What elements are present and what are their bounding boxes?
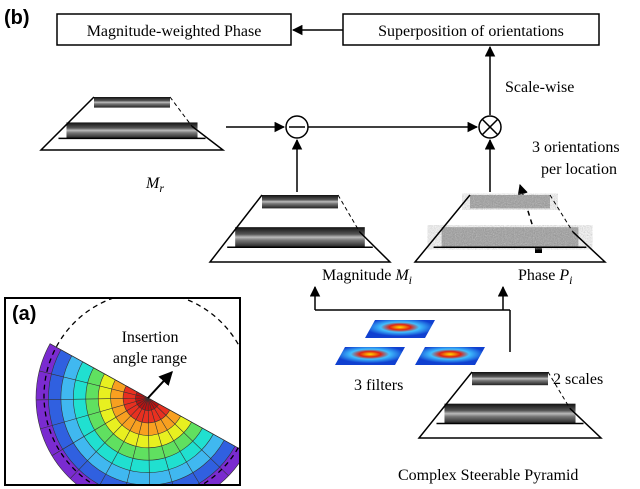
annotation: angle range xyxy=(113,350,187,367)
phase-label: Phase Pi xyxy=(518,267,572,287)
image-band xyxy=(472,372,548,385)
image-band xyxy=(94,97,170,108)
filter-image xyxy=(415,347,485,365)
filter-image xyxy=(365,320,435,338)
annotation: 3 filters xyxy=(354,377,403,394)
panel-label: (a) xyxy=(12,303,36,325)
frame-dash xyxy=(550,195,573,232)
image-band xyxy=(235,227,365,247)
box-text: Magnitude-weighted Phase xyxy=(87,23,262,40)
image-band xyxy=(262,195,338,208)
residual-label: Mr xyxy=(145,175,164,195)
annotation: per location xyxy=(541,161,617,178)
annotation: 3 orientations xyxy=(532,139,620,156)
caption: Complex Steerable Pyramid xyxy=(398,467,578,484)
location-marker xyxy=(535,248,542,253)
annotation: 2 scales xyxy=(553,371,603,388)
panel-label: (b) xyxy=(4,7,30,29)
panel-a xyxy=(5,292,252,489)
figure: (b) Magnitude-weighted Phase Superpositi… xyxy=(0,0,640,489)
filter-image xyxy=(335,347,405,365)
image-band xyxy=(444,404,575,424)
noise xyxy=(470,195,550,208)
annotation: Insertion xyxy=(122,329,179,346)
op-sign xyxy=(482,119,498,135)
annotation: Scale-wise xyxy=(505,79,574,96)
box-text: Superposition of orientations xyxy=(378,23,564,40)
frame-dash xyxy=(338,195,360,232)
image-band xyxy=(66,122,197,138)
frame-dash xyxy=(170,97,192,126)
magnitude-label: Magnitude Mi xyxy=(322,267,412,287)
noise xyxy=(442,227,579,247)
